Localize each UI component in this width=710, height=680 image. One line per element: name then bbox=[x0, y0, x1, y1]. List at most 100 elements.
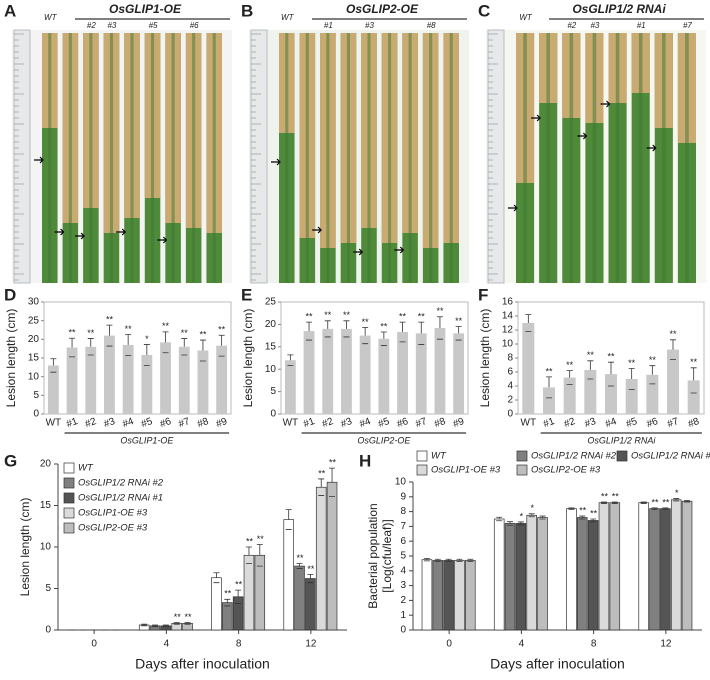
y-tick-label: 25 bbox=[28, 315, 40, 326]
y-tick-label: 25 bbox=[265, 297, 277, 308]
arrow bbox=[312, 226, 322, 234]
bar bbox=[160, 342, 171, 414]
x-tick-label: #3 bbox=[339, 416, 354, 430]
error-bar bbox=[579, 515, 586, 520]
y-axis-label: Lesion length (cm) bbox=[478, 309, 492, 408]
x-tick-label: #5 bbox=[140, 416, 155, 430]
error-bar bbox=[423, 558, 430, 562]
legend-swatch bbox=[516, 450, 528, 462]
panel-letter: C bbox=[478, 1, 490, 20]
leaf-edge bbox=[346, 33, 350, 283]
y-axis-label: [Log(cfu/leaf)] bbox=[380, 519, 394, 592]
legend-swatch bbox=[63, 462, 75, 474]
y-tick-label: 0 bbox=[400, 625, 406, 636]
photo-title: OsGLIP2-OE bbox=[346, 2, 419, 16]
bar bbox=[178, 346, 190, 414]
error-bar bbox=[445, 558, 452, 563]
arrow bbox=[75, 232, 85, 240]
x-tick-label: #2 bbox=[84, 416, 99, 430]
bar bbox=[254, 554, 266, 631]
legend-label: OsGLIP1/2 RNAi #1 bbox=[78, 493, 163, 504]
bar bbox=[197, 350, 209, 414]
error-bar bbox=[218, 334, 225, 357]
x-tick-label: #9 bbox=[452, 416, 467, 430]
arrow bbox=[600, 100, 611, 108]
error-bar bbox=[50, 358, 57, 373]
significance: ** bbox=[162, 321, 170, 331]
arrow bbox=[271, 158, 281, 166]
significance: ** bbox=[185, 612, 193, 622]
line-label: WT bbox=[519, 13, 533, 22]
error-bar bbox=[434, 558, 441, 563]
y-tick-label: 20 bbox=[40, 459, 52, 470]
x-tick-label: 4 bbox=[164, 639, 170, 650]
error-bar bbox=[517, 521, 524, 526]
y-axis-label: Lesion length (cm) bbox=[241, 309, 255, 408]
legend-label: OsGLIP2-OE #3 bbox=[78, 523, 148, 534]
arrow bbox=[34, 156, 44, 164]
leaf-edge bbox=[285, 33, 289, 283]
bar bbox=[537, 517, 548, 631]
y-tick-label: 5 bbox=[45, 583, 51, 594]
error-bar bbox=[528, 513, 535, 518]
y-tick-label: 6 bbox=[507, 367, 513, 378]
x-tick-label: #7 bbox=[414, 416, 429, 430]
bar bbox=[649, 508, 660, 631]
significance: ** bbox=[343, 310, 351, 320]
x-tick-label: #8 bbox=[433, 416, 448, 430]
bar bbox=[85, 346, 97, 414]
y-tick-label: 10 bbox=[28, 371, 40, 382]
x-tick-label: #4 bbox=[121, 416, 136, 430]
bar bbox=[504, 523, 516, 631]
x-tick-label: #8 bbox=[687, 416, 702, 430]
y-tick-label: 5 bbox=[400, 551, 406, 562]
bar bbox=[443, 560, 454, 631]
x-tick-label: #6 bbox=[645, 416, 660, 430]
bar bbox=[543, 387, 555, 414]
line-label: #1 bbox=[637, 21, 646, 30]
error-bar bbox=[162, 331, 169, 354]
y-tick-label: 2 bbox=[507, 395, 513, 406]
y-tick-label: 10 bbox=[265, 364, 277, 375]
error-bar bbox=[568, 507, 575, 510]
significance: ** bbox=[590, 508, 598, 518]
legend-label: OsGLIP2-OE #3 bbox=[531, 465, 601, 476]
legend-label: OsGLIP1-OE #3 bbox=[78, 508, 148, 519]
x-axis-label: Days after inoculation bbox=[490, 656, 625, 672]
leaf-edge bbox=[662, 33, 666, 283]
bar bbox=[232, 596, 244, 631]
panel-letter: D bbox=[4, 285, 16, 304]
bar bbox=[609, 502, 621, 631]
y-tick-label: 15 bbox=[28, 353, 40, 364]
y-tick-label: 20 bbox=[265, 319, 277, 330]
panel-letter: G bbox=[4, 451, 17, 470]
x-tick-label: #7 bbox=[177, 416, 192, 430]
error-bar bbox=[539, 515, 546, 520]
significance: ** bbox=[579, 505, 587, 515]
y-tick-label: 12 bbox=[502, 325, 514, 336]
significance: ** bbox=[652, 497, 660, 507]
leaf-edge bbox=[429, 33, 433, 283]
bar bbox=[660, 508, 671, 631]
significance: ** bbox=[380, 321, 388, 331]
error-bar bbox=[507, 521, 514, 526]
error-bar bbox=[587, 360, 594, 380]
error-bar bbox=[213, 572, 220, 584]
significance: * bbox=[675, 488, 679, 498]
significance: ** bbox=[545, 366, 553, 376]
y-axis-label: Lesion length (cm) bbox=[18, 498, 32, 597]
line-label: #7 bbox=[683, 21, 692, 30]
error-bar bbox=[184, 622, 191, 625]
line-label: #1 bbox=[324, 21, 333, 30]
error-bar bbox=[662, 507, 669, 510]
y-tick-label: 8 bbox=[400, 506, 406, 517]
error-bar bbox=[436, 316, 443, 340]
arrow bbox=[508, 204, 518, 212]
significance: ** bbox=[436, 306, 444, 316]
error-bar bbox=[245, 546, 252, 564]
error-bar bbox=[399, 321, 406, 343]
bar bbox=[104, 335, 115, 414]
bar bbox=[415, 333, 427, 414]
bar bbox=[625, 379, 638, 414]
